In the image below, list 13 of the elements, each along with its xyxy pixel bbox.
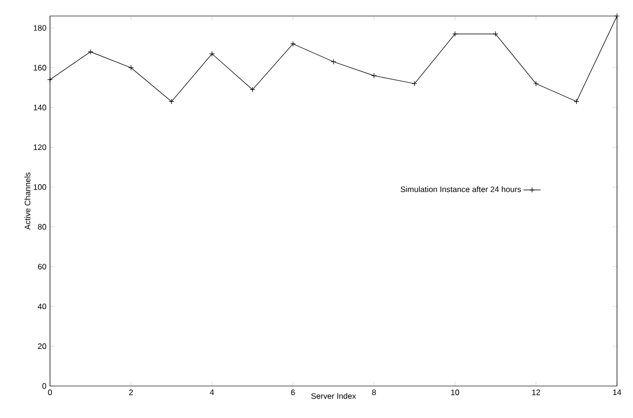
point [330,58,336,65]
point [452,31,458,37]
point [371,72,377,78]
point [412,80,418,86]
point [492,31,498,37]
point [128,64,134,71]
point [574,98,580,104]
point [88,49,94,55]
point [168,98,174,104]
point [250,86,256,92]
point [209,51,215,57]
point [290,41,296,47]
point [533,80,539,86]
